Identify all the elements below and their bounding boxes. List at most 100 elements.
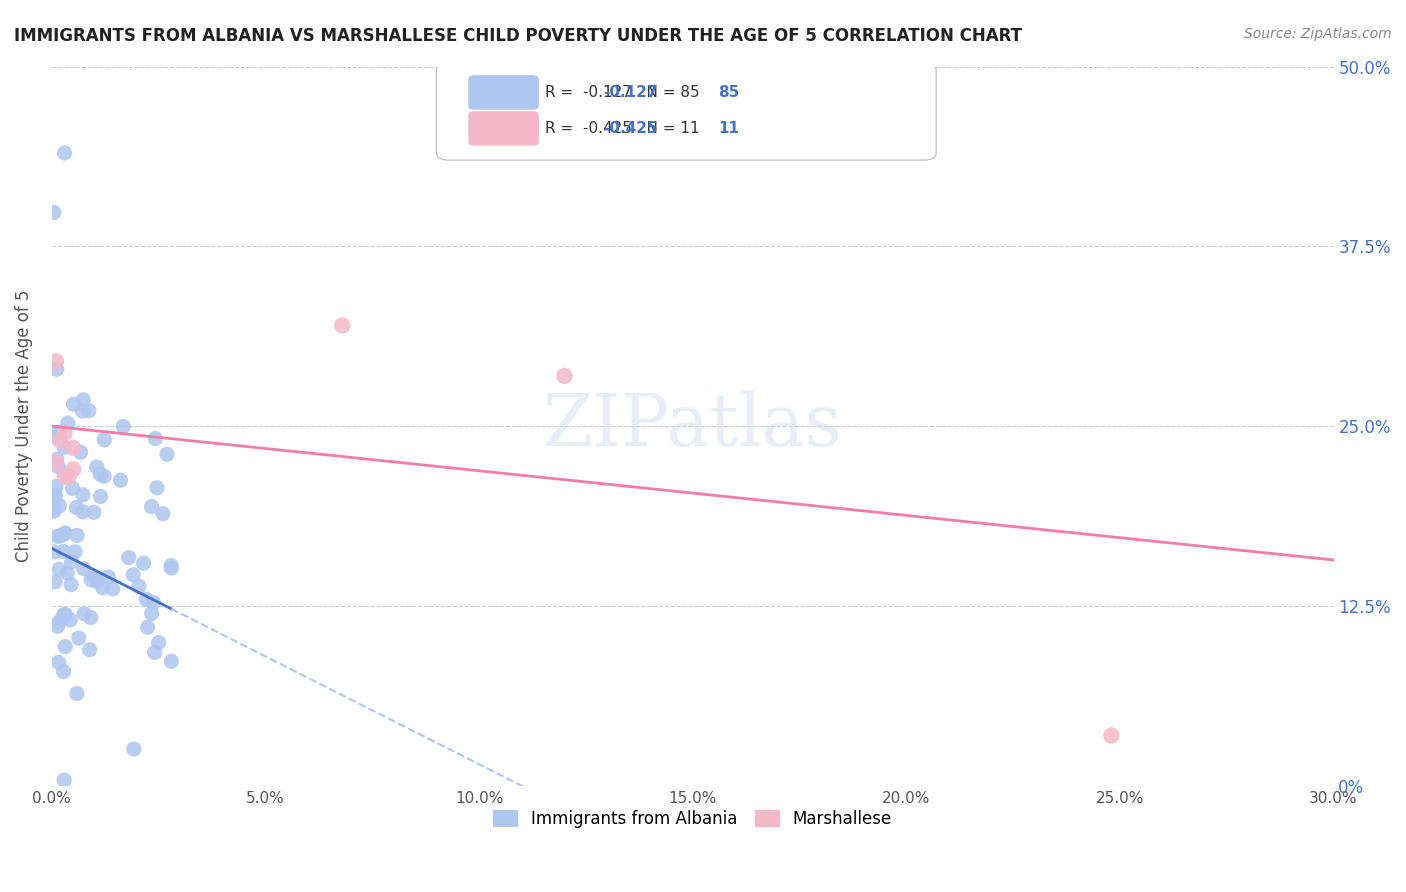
Point: [45, 452, 67, 467]
Point: [62, 482, 84, 496]
Text: 11: 11: [718, 121, 740, 136]
Text: IMMIGRANTS FROM ALBANIA VS MARSHALLESE CHILD POVERTY UNDER THE AGE OF 5 CORRELAT: IMMIGRANTS FROM ALBANIA VS MARSHALLESE C…: [14, 27, 1022, 45]
Point: [60, 555, 83, 569]
Point: [53, 607, 76, 622]
Point: [80, 573, 103, 587]
Point: [79, 642, 101, 657]
Point: [46, 459, 69, 474]
Point: [86, 460, 108, 475]
Point: [112, 419, 135, 434]
Point: [45, 354, 67, 368]
Y-axis label: Child Poverty Under the Age of 5: Child Poverty Under the Age of 5: [15, 290, 32, 563]
Point: [553, 368, 575, 383]
Point: [65, 500, 87, 515]
Point: [160, 558, 183, 573]
Point: [86, 574, 108, 589]
Point: [53, 526, 76, 541]
Point: [148, 635, 170, 649]
Point: [42, 504, 65, 518]
Point: [48, 655, 70, 669]
Point: [122, 742, 145, 756]
Point: [49, 529, 72, 543]
Point: [48, 425, 70, 440]
Text: R =  -0.127   N = 85: R = -0.127 N = 85: [546, 85, 700, 100]
Point: [83, 505, 105, 519]
Point: [136, 620, 159, 634]
Point: [44, 489, 66, 503]
Point: [53, 441, 76, 455]
Text: 85: 85: [718, 85, 740, 100]
Text: -0.425: -0.425: [603, 121, 658, 136]
Point: [49, 434, 72, 448]
Point: [77, 403, 100, 417]
Point: [42, 205, 65, 219]
Point: [80, 610, 103, 624]
Point: [145, 432, 167, 446]
Point: [60, 577, 83, 591]
Text: Source: ZipAtlas.com: Source: ZipAtlas.com: [1244, 27, 1392, 41]
Point: [53, 145, 76, 160]
Point: [1099, 728, 1122, 742]
Point: [93, 469, 115, 483]
Point: [46, 619, 69, 633]
Point: [63, 545, 86, 559]
Point: [48, 562, 70, 576]
Point: [69, 445, 91, 459]
Point: [91, 581, 114, 595]
Text: R =  -0.425   N = 11: R = -0.425 N = 11: [546, 121, 700, 136]
Text: ZIPatlas: ZIPatlas: [543, 391, 842, 461]
Point: [53, 526, 76, 541]
Point: [135, 592, 157, 607]
Point: [142, 595, 165, 609]
Point: [51, 612, 73, 626]
Point: [58, 469, 80, 483]
Point: [45, 455, 67, 469]
Point: [48, 499, 70, 513]
Point: [110, 473, 132, 487]
Point: [132, 556, 155, 570]
Point: [52, 544, 75, 558]
Point: [53, 426, 76, 441]
Point: [42, 500, 65, 515]
Point: [152, 507, 174, 521]
Point: [52, 607, 75, 622]
Text: -0.127: -0.127: [603, 85, 658, 100]
Point: [42, 545, 65, 559]
FancyBboxPatch shape: [468, 112, 538, 145]
Point: [141, 607, 163, 621]
Point: [48, 615, 70, 630]
Point: [93, 433, 115, 447]
Point: [89, 467, 111, 482]
Point: [59, 613, 82, 627]
Point: [44, 574, 66, 589]
Point: [146, 481, 169, 495]
Point: [72, 392, 94, 407]
Point: [56, 416, 79, 430]
Point: [72, 404, 94, 418]
Point: [118, 550, 141, 565]
Point: [62, 397, 84, 411]
Point: [53, 640, 76, 654]
Point: [42, 489, 65, 503]
Legend: Immigrants from Albania, Marshallese: Immigrants from Albania, Marshallese: [486, 804, 898, 835]
FancyBboxPatch shape: [436, 63, 936, 160]
Point: [67, 631, 90, 645]
Point: [46, 529, 69, 543]
Point: [97, 570, 120, 584]
Point: [66, 528, 89, 542]
Point: [56, 566, 79, 580]
Point: [72, 505, 94, 519]
Point: [42, 430, 65, 444]
Point: [101, 582, 124, 596]
Point: [143, 645, 166, 659]
Point: [160, 654, 183, 668]
Point: [73, 607, 96, 621]
Point: [160, 561, 183, 575]
Point: [45, 362, 67, 376]
Point: [122, 567, 145, 582]
Point: [62, 462, 84, 476]
Point: [141, 500, 163, 514]
Point: [62, 441, 84, 455]
Point: [156, 447, 179, 461]
Point: [53, 773, 76, 788]
